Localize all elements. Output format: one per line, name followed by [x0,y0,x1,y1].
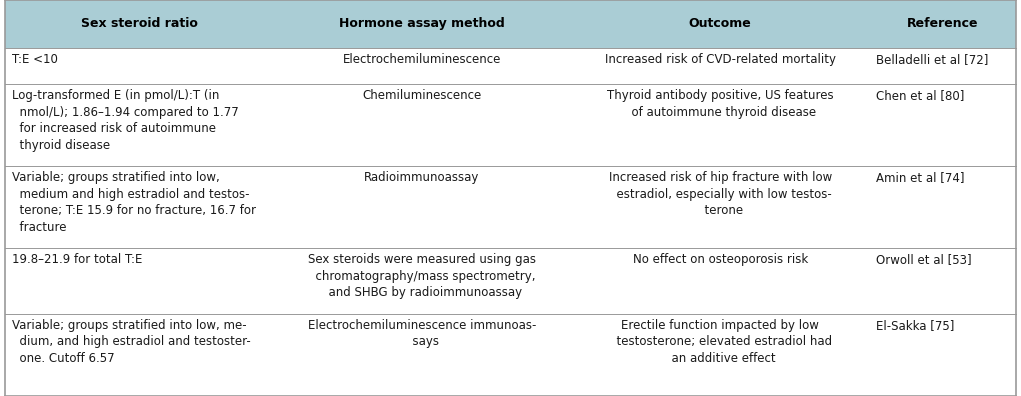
Bar [5,48,273,84]
Text: Chen et al [80]: Chen et al [80] [876,89,965,102]
Bar [571,166,869,248]
Bar [5,166,273,248]
Bar [5,248,273,314]
Text: Sex steroid ratio: Sex steroid ratio [81,17,197,30]
Bar [869,0,1016,48]
Bar [273,84,571,166]
Text: Orwoll et al [53]: Orwoll et al [53] [876,253,972,266]
Bar [5,84,273,166]
Bar [571,0,869,48]
Bar [869,84,1016,166]
Text: 19.8–21.9 for total T:E: 19.8–21.9 for total T:E [12,253,143,266]
Bar [869,166,1016,248]
Bar [273,314,571,396]
Text: Reference: Reference [907,17,978,30]
Bar [5,314,273,396]
Bar [273,166,571,248]
Text: Variable; groups stratified into low, me-
  dium, and high estradiol and testost: Variable; groups stratified into low, me… [12,319,251,365]
Text: Electrochemiluminescence immunoas-
  says: Electrochemiluminescence immunoas- says [308,319,536,348]
Bar [273,0,571,48]
Text: Increased risk of CVD-related mortality: Increased risk of CVD-related mortality [604,53,836,66]
Text: Thyroid antibody positive, US features
  of autoimmune thyroid disease: Thyroid antibody positive, US features o… [606,89,833,118]
Text: Electrochemiluminescence: Electrochemiluminescence [343,53,501,66]
Text: Radioimmunoassay: Radioimmunoassay [364,171,480,184]
Bar [571,314,869,396]
Text: Variable; groups stratified into low,
  medium and high estradiol and testos-
  : Variable; groups stratified into low, me… [12,171,256,234]
Bar [869,48,1016,84]
Bar [571,248,869,314]
Bar [5,0,273,48]
Bar [273,248,571,314]
Text: T:E <10: T:E <10 [12,53,58,66]
Text: Hormone assay method: Hormone assay method [339,17,505,30]
Text: El-Sakka [75]: El-Sakka [75] [876,319,955,332]
Text: Log-transformed E (in pmol/L):T (in
  nmol/L); 1.86–1.94 compared to 1.77
  for : Log-transformed E (in pmol/L):T (in nmol… [12,89,239,152]
Text: Sex steroids were measured using gas
  chromatography/mass spectrometry,
  and S: Sex steroids were measured using gas chr… [308,253,536,299]
Text: No effect on osteoporosis risk: No effect on osteoporosis risk [633,253,808,266]
Text: Increased risk of hip fracture with low
  estradiol, especially with low testos-: Increased risk of hip fracture with low … [609,171,832,217]
Bar [869,248,1016,314]
Text: Amin et al [74]: Amin et al [74] [876,171,965,184]
Text: Belladelli et al [72]: Belladelli et al [72] [876,53,989,66]
Bar [869,314,1016,396]
Text: Erectile function impacted by low
  testosterone; elevated estradiol had
  an ad: Erectile function impacted by low testos… [609,319,832,365]
Text: Outcome: Outcome [689,17,751,30]
Text: Chemiluminescence: Chemiluminescence [362,89,482,102]
Bar [273,48,571,84]
Bar [571,48,869,84]
Bar [571,84,869,166]
